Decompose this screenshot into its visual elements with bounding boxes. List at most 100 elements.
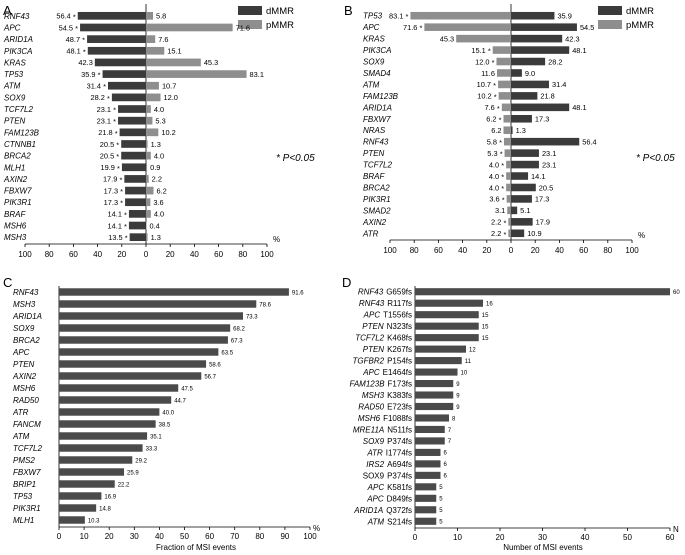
pmmr-value-label: 71.6 [236, 23, 250, 32]
x-tick-label: 40 [581, 533, 590, 542]
pmmr-value-label: 7.6 [485, 103, 495, 112]
pmmr-bar [146, 35, 156, 43]
dmmr-value-label: 42.3 [78, 58, 92, 67]
gene-label: APC [12, 348, 30, 357]
x-tick-label: 10 [80, 532, 89, 541]
pmmr-bar [146, 140, 148, 148]
x-tick-label: 30 [130, 532, 139, 541]
dmmr-bar [511, 103, 570, 112]
value-label: 5 [439, 485, 443, 491]
value-label: 9 [456, 393, 460, 399]
significance-star: * [82, 36, 85, 45]
value-label: 67.3 [231, 338, 243, 344]
panel-d-label: D [342, 275, 351, 290]
gene-name: RNF43 [359, 299, 385, 308]
pmmr-value-label: 45.3 [440, 34, 454, 43]
gene-label: FBXW7 [363, 115, 391, 124]
pmmr-value-label: 2.2 [491, 218, 501, 227]
gene-label: RNF43 [13, 288, 39, 297]
gene-name: SOX9 [363, 471, 385, 480]
dmmr-value-label: 1.3 [516, 126, 526, 135]
value-label: 68.2 [233, 326, 245, 332]
legend-dmmr-swatch [598, 6, 622, 15]
x-tick-label: 20 [531, 246, 540, 255]
bar [59, 456, 133, 464]
x-tick-label: 0 [413, 533, 418, 542]
value-label: 11 [465, 359, 472, 365]
x-tick-label: 80 [603, 246, 612, 255]
dmmr-value-label: 19.9 [101, 163, 115, 172]
dmmr-value-label: 48.1 [572, 103, 586, 112]
gene-label: KRAS [363, 35, 385, 44]
gene-label: FBXW7 [13, 468, 41, 477]
value-label: 9 [456, 382, 460, 388]
mutation-name: N511fs [387, 425, 412, 434]
dmmr-bar [511, 57, 546, 66]
gene-label: TCF7L2 [363, 161, 392, 170]
gene-label: ARID1A [362, 103, 392, 112]
value-label: 6 [444, 451, 448, 457]
mutation-name: P374fs [387, 437, 412, 446]
dmmr-bar [511, 69, 522, 77]
pmmr-value-label: 1.3 [151, 140, 161, 149]
significance-star: * [116, 152, 119, 161]
bar [415, 437, 445, 445]
dmmr-bar [128, 221, 146, 230]
x-tick-label: 20 [105, 532, 114, 541]
gene-name: FAM123B [350, 380, 386, 389]
dmmr-value-label: 23.1 [542, 160, 556, 169]
pmmr-bar [507, 206, 511, 215]
pmmr-bar [146, 81, 159, 90]
value-label: 60 [673, 290, 680, 296]
dmmr-value-label: 28.2 [548, 57, 562, 66]
x-tick-label: 20 [117, 250, 126, 259]
x-tick-label: 0 [509, 246, 514, 255]
gene-label: ATR [12, 408, 29, 417]
panel-a-legend: dMMR pMMR [238, 6, 294, 31]
significance-star: * [501, 173, 504, 182]
dmmr-value-label: 56.4 [582, 137, 596, 146]
value-label: 29.2 [135, 458, 147, 464]
pmmr-value-label: 12.0 [164, 93, 178, 102]
dmmr-bar [108, 81, 146, 90]
x-tick-label: 60 [69, 250, 78, 259]
pmmr-value-label: 3.6 [489, 195, 499, 204]
dmmr-bar [129, 233, 146, 242]
gene-name: MRE11A [353, 425, 384, 434]
dmmr-value-label: 48.7 [66, 35, 80, 44]
gene-label: BRAF [363, 172, 385, 181]
mutation-label: MSH3 K383fs [362, 391, 412, 400]
dmmr-value-label: 17.3 [535, 195, 549, 204]
dmmr-value-label: 23.1 [542, 149, 556, 158]
bar [59, 480, 115, 488]
pmmr-value-label: 45.3 [204, 58, 218, 67]
bar [415, 391, 454, 399]
x-tick-label: 100 [260, 250, 274, 259]
gene-label: MSH6 [4, 222, 27, 231]
significance-star: * [406, 12, 409, 21]
gene-name: MSH3 [362, 391, 385, 400]
mutation-label: APC E1464fs [362, 368, 412, 377]
significance-note: * P<0.05 [636, 153, 675, 164]
significance-star: * [98, 71, 101, 80]
legend-dmmr-label: dMMR [626, 6, 654, 17]
bar [59, 288, 289, 296]
mutation-name: K267fs [387, 345, 412, 354]
gene-label: PMS2 [13, 456, 35, 465]
bar [59, 516, 85, 524]
gene-name: IRS2 [366, 460, 384, 469]
gene-label: TP53 [4, 70, 24, 79]
pmmr-bar [504, 149, 511, 157]
mutation-label: TGFBR2 P154fs [353, 357, 412, 366]
bar [415, 517, 437, 525]
value-label: 15 [482, 313, 489, 319]
panel-c: C Fraction of MSI events 0 10 20 30 40 50 60 70… [3, 275, 320, 552]
value-label: 25.9 [127, 470, 139, 476]
x-axis-unit: N [673, 525, 679, 534]
mutation-name: A694fs [387, 460, 412, 469]
dmmr-bar [511, 34, 563, 43]
pmmr-bar [498, 80, 511, 89]
bar [415, 379, 454, 388]
value-label: 5 [439, 497, 443, 503]
dmmr-bar [121, 163, 146, 172]
